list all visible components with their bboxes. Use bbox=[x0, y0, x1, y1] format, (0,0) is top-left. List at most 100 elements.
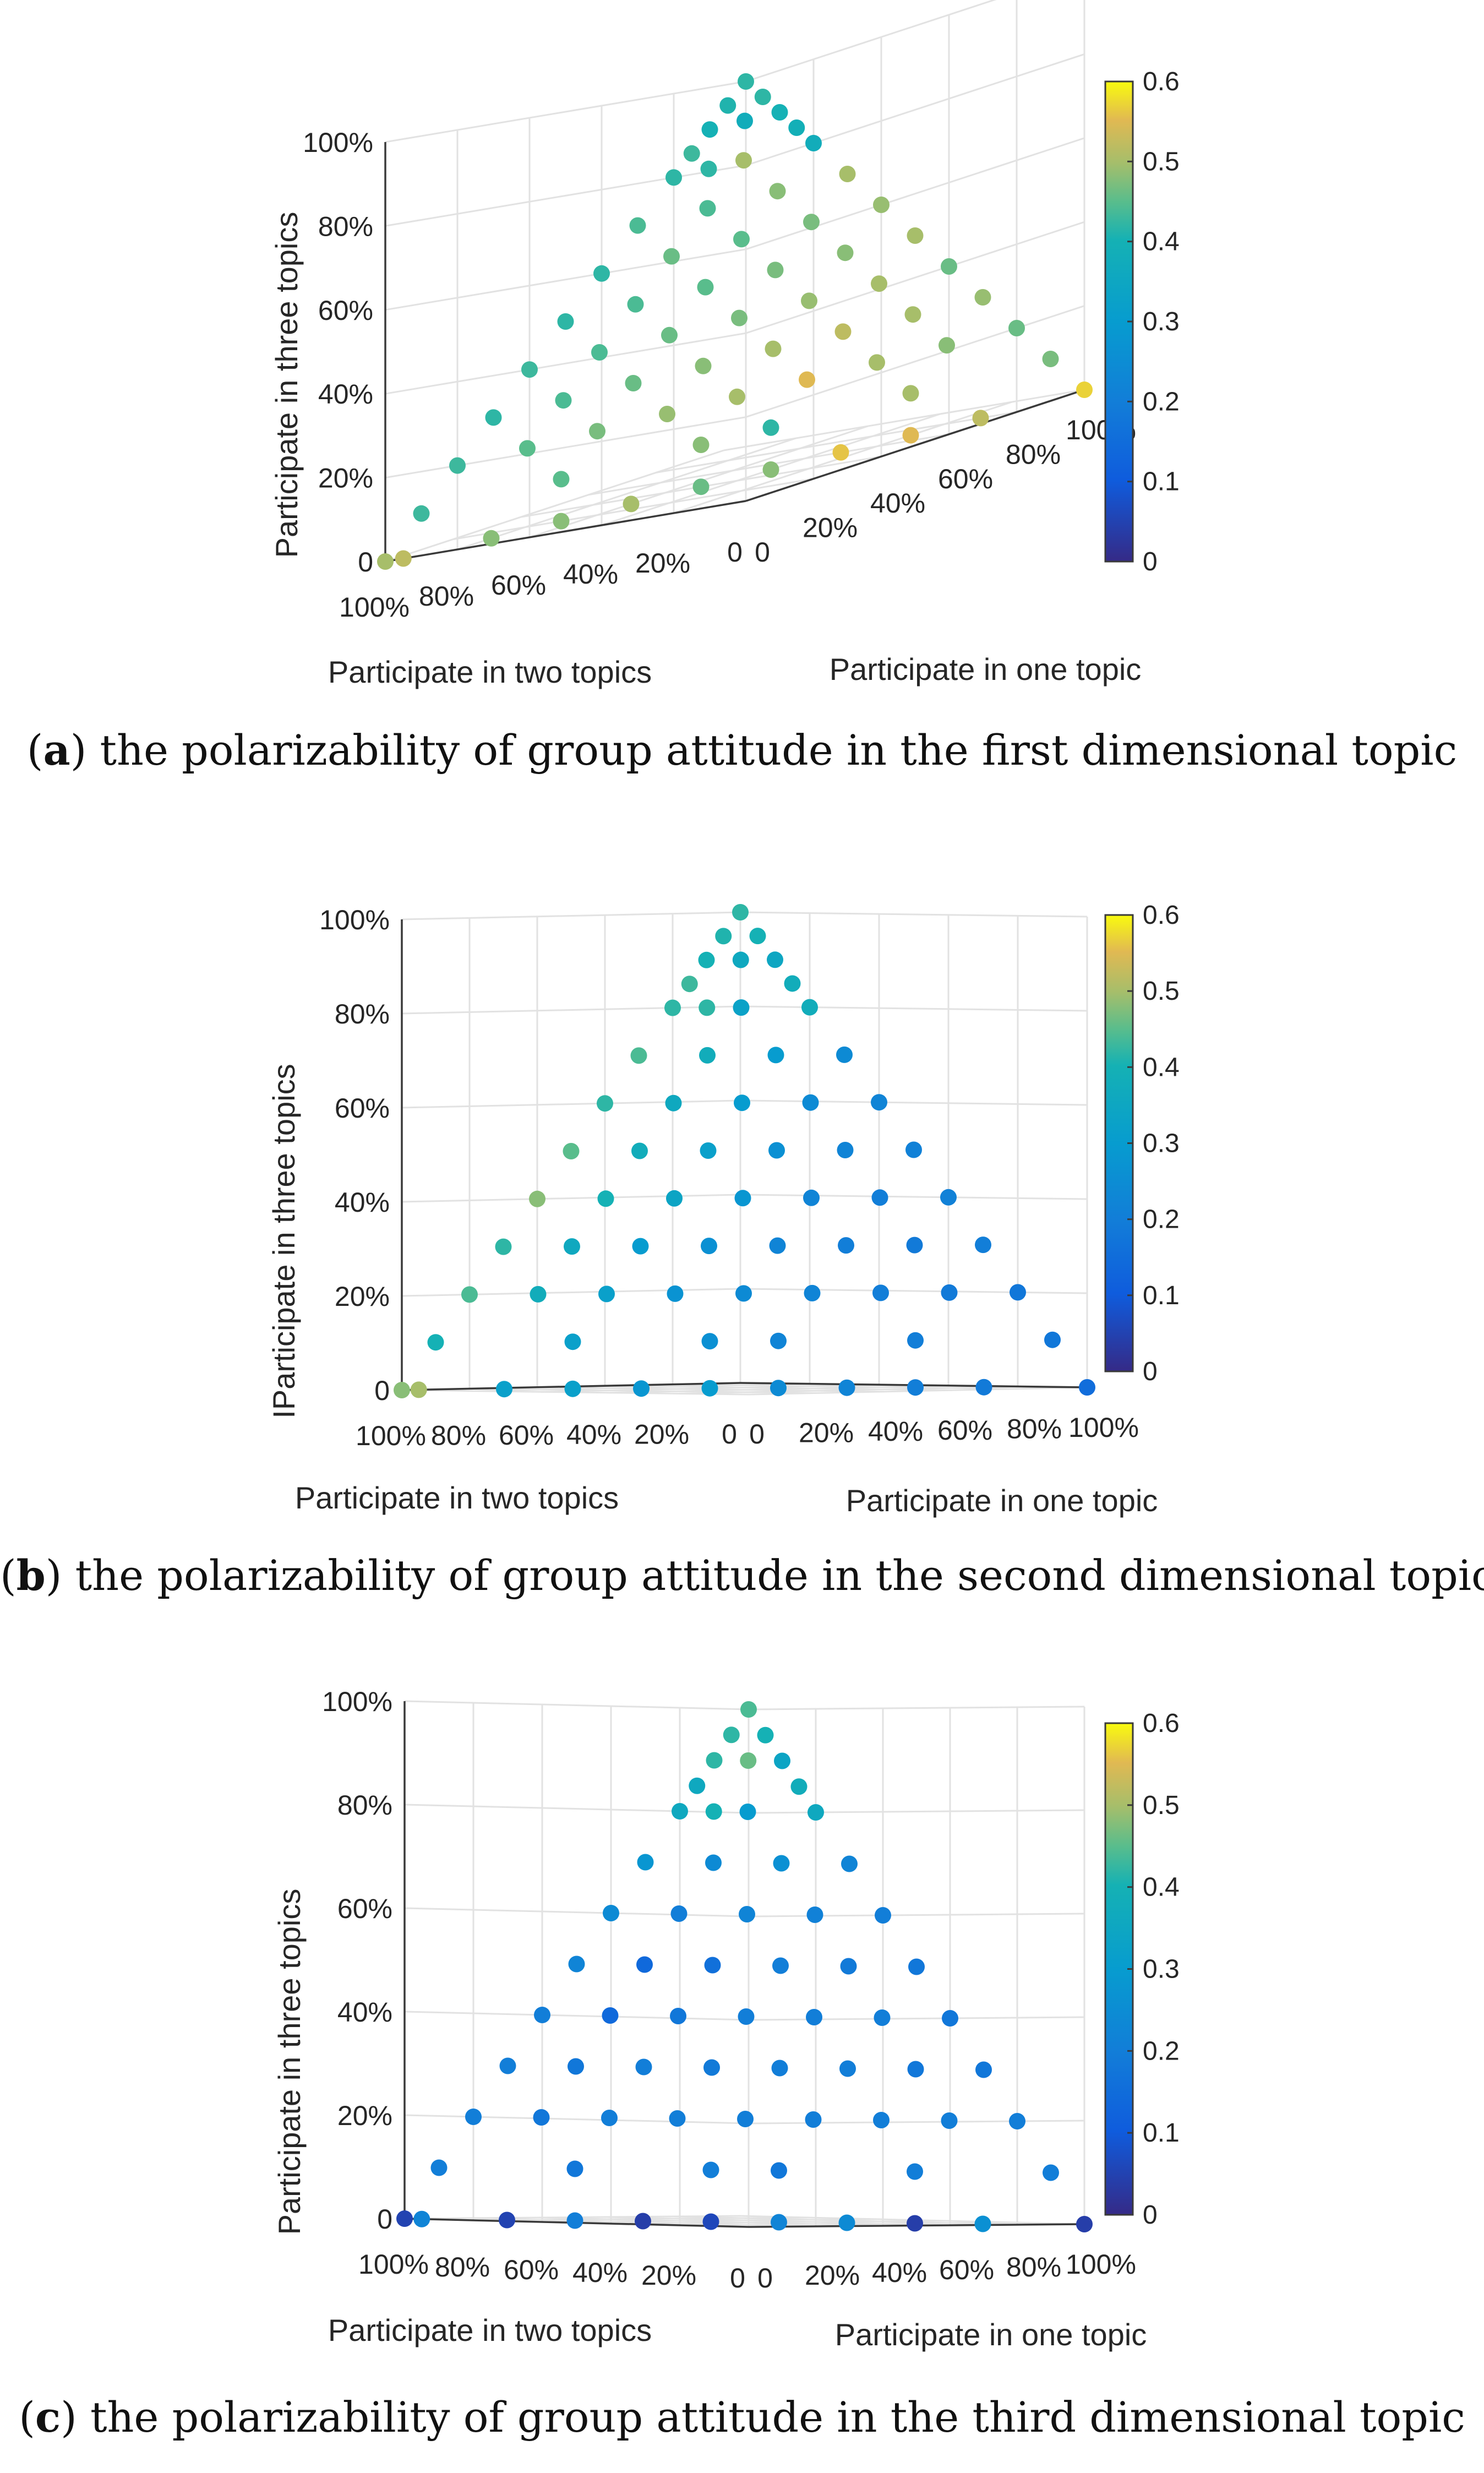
data-point bbox=[873, 2112, 890, 2128]
colorbar-tick-label: 0.4 bbox=[1143, 1873, 1180, 1902]
data-point bbox=[806, 2009, 822, 2025]
y-tick-label: 0 bbox=[727, 537, 743, 568]
data-point bbox=[699, 999, 716, 1016]
data-point bbox=[769, 183, 786, 200]
data-point bbox=[602, 2007, 619, 2024]
data-point bbox=[410, 1381, 427, 1398]
data-point bbox=[627, 296, 644, 313]
data-point bbox=[767, 1047, 784, 1064]
tick-labels: 00020%20%20%40%40%40%60%60%60%80%80%80%1… bbox=[319, 905, 1139, 1451]
z-tick-label: 0 bbox=[377, 2204, 392, 2235]
grid-line bbox=[745, 53, 1085, 166]
data-point bbox=[736, 112, 753, 129]
data-point bbox=[465, 2109, 482, 2125]
data-point bbox=[974, 2215, 991, 2232]
data-point bbox=[1076, 382, 1093, 398]
data-point bbox=[430, 2159, 448, 2176]
y-tick-label: 80% bbox=[431, 1420, 486, 1451]
data-point bbox=[1043, 2164, 1059, 2181]
grid-line bbox=[745, 137, 1085, 250]
data-point bbox=[670, 1905, 688, 1922]
grid-line bbox=[748, 1913, 1085, 1918]
data-point bbox=[530, 1285, 547, 1303]
grid-line bbox=[457, 437, 796, 551]
data-point bbox=[499, 2211, 515, 2229]
data-point bbox=[907, 227, 924, 244]
y-tick-label: 100% bbox=[339, 592, 410, 623]
grid-line bbox=[745, 0, 997, 83]
data-point bbox=[1010, 1284, 1026, 1301]
grid-line bbox=[748, 1809, 1085, 1814]
colorbar-tick-label: 0.6 bbox=[1143, 67, 1180, 96]
colorbar-tick-label: 0.1 bbox=[1143, 2118, 1180, 2148]
data-point bbox=[729, 388, 745, 405]
data-point bbox=[732, 904, 749, 920]
x-tick-label: 100% bbox=[1068, 1412, 1139, 1443]
data-point bbox=[762, 419, 779, 436]
data-point bbox=[975, 1236, 991, 1254]
x-tick-label: 80% bbox=[1006, 439, 1061, 470]
data-point bbox=[740, 1752, 757, 1769]
data-point bbox=[631, 1142, 648, 1159]
grid-line bbox=[404, 1804, 749, 1814]
data-point bbox=[907, 2163, 923, 2180]
data-point bbox=[942, 2010, 958, 2027]
data-point bbox=[700, 160, 717, 177]
x-tick-label: 80% bbox=[1007, 1413, 1062, 1444]
z-tick-label: 60% bbox=[337, 1893, 392, 1924]
data-point bbox=[871, 1094, 887, 1111]
grid-line bbox=[723, 389, 1085, 451]
data-point bbox=[499, 2057, 516, 2074]
colorbar-tick-label: 0.2 bbox=[1143, 2036, 1180, 2066]
caption-text: the polarizability of group attitude in … bbox=[77, 2393, 1465, 2442]
data-point bbox=[635, 2058, 652, 2076]
colorbar-tick-label: 0.3 bbox=[1143, 1129, 1180, 1158]
data-point bbox=[731, 309, 748, 326]
caption-text: the polarizability of group attitude in … bbox=[86, 726, 1458, 775]
grid-line bbox=[740, 1288, 1088, 1294]
caption-a: (a) the polarizability of group attitude… bbox=[26, 726, 1458, 775]
x-axis-label: Participate in one topic bbox=[846, 1483, 1158, 1518]
data-point bbox=[906, 1236, 923, 1254]
grid-line bbox=[401, 1099, 741, 1109]
data-point bbox=[496, 1381, 512, 1398]
y-tick-label: 80% bbox=[435, 2252, 490, 2283]
y-tick-label: 100% bbox=[358, 2249, 429, 2280]
data-point bbox=[623, 495, 640, 513]
grid-line bbox=[748, 2120, 1085, 2125]
grid bbox=[401, 911, 1088, 1396]
x-tick-label: 20% bbox=[805, 2260, 860, 2291]
y-tick-label: 60% bbox=[491, 570, 546, 601]
colorbar-tick-label: 0.3 bbox=[1143, 307, 1180, 336]
data-point bbox=[757, 1726, 774, 1744]
colorbar-tick-label: 0.1 bbox=[1143, 1281, 1180, 1310]
data-point bbox=[1042, 351, 1059, 367]
scatter3d-chart-a: 0 0020%20%20%40%40%40%60%60%60%80%80%80%1… bbox=[269, 0, 1180, 689]
data-point bbox=[840, 1958, 857, 1975]
data-point bbox=[603, 1905, 619, 1921]
grid-line bbox=[740, 911, 1088, 918]
data-point bbox=[907, 1332, 924, 1349]
data-point bbox=[533, 2109, 550, 2126]
x-axis-label: Participate in one topic bbox=[830, 652, 1142, 687]
data-point bbox=[715, 928, 732, 945]
data-point bbox=[738, 73, 754, 90]
data-point bbox=[768, 1142, 785, 1159]
y-axis-label: Participate in two topics bbox=[328, 655, 652, 689]
data-point bbox=[568, 2058, 584, 2075]
grid-line bbox=[740, 1005, 1088, 1012]
chart-panel-a: 0 0 0 20% 20% 20% 40% 40% 40% 60% 60% 60% 80% 80% 80% 1… bbox=[0, 0, 1484, 824]
data-point bbox=[598, 1285, 615, 1303]
data-point bbox=[633, 1380, 650, 1397]
data-point bbox=[557, 313, 574, 330]
data-point bbox=[839, 2060, 856, 2077]
data-point bbox=[902, 385, 919, 402]
x-tick-label: 40% bbox=[872, 2257, 927, 2288]
data-point bbox=[834, 323, 852, 340]
colorbar-tick-label: 0 bbox=[1143, 547, 1158, 576]
grid-line bbox=[385, 80, 746, 143]
x-tick-label: 20% bbox=[803, 513, 858, 543]
data-point bbox=[732, 951, 749, 968]
colorbar-tick-label: 0.2 bbox=[1143, 1205, 1180, 1234]
data-point bbox=[941, 2112, 958, 2129]
